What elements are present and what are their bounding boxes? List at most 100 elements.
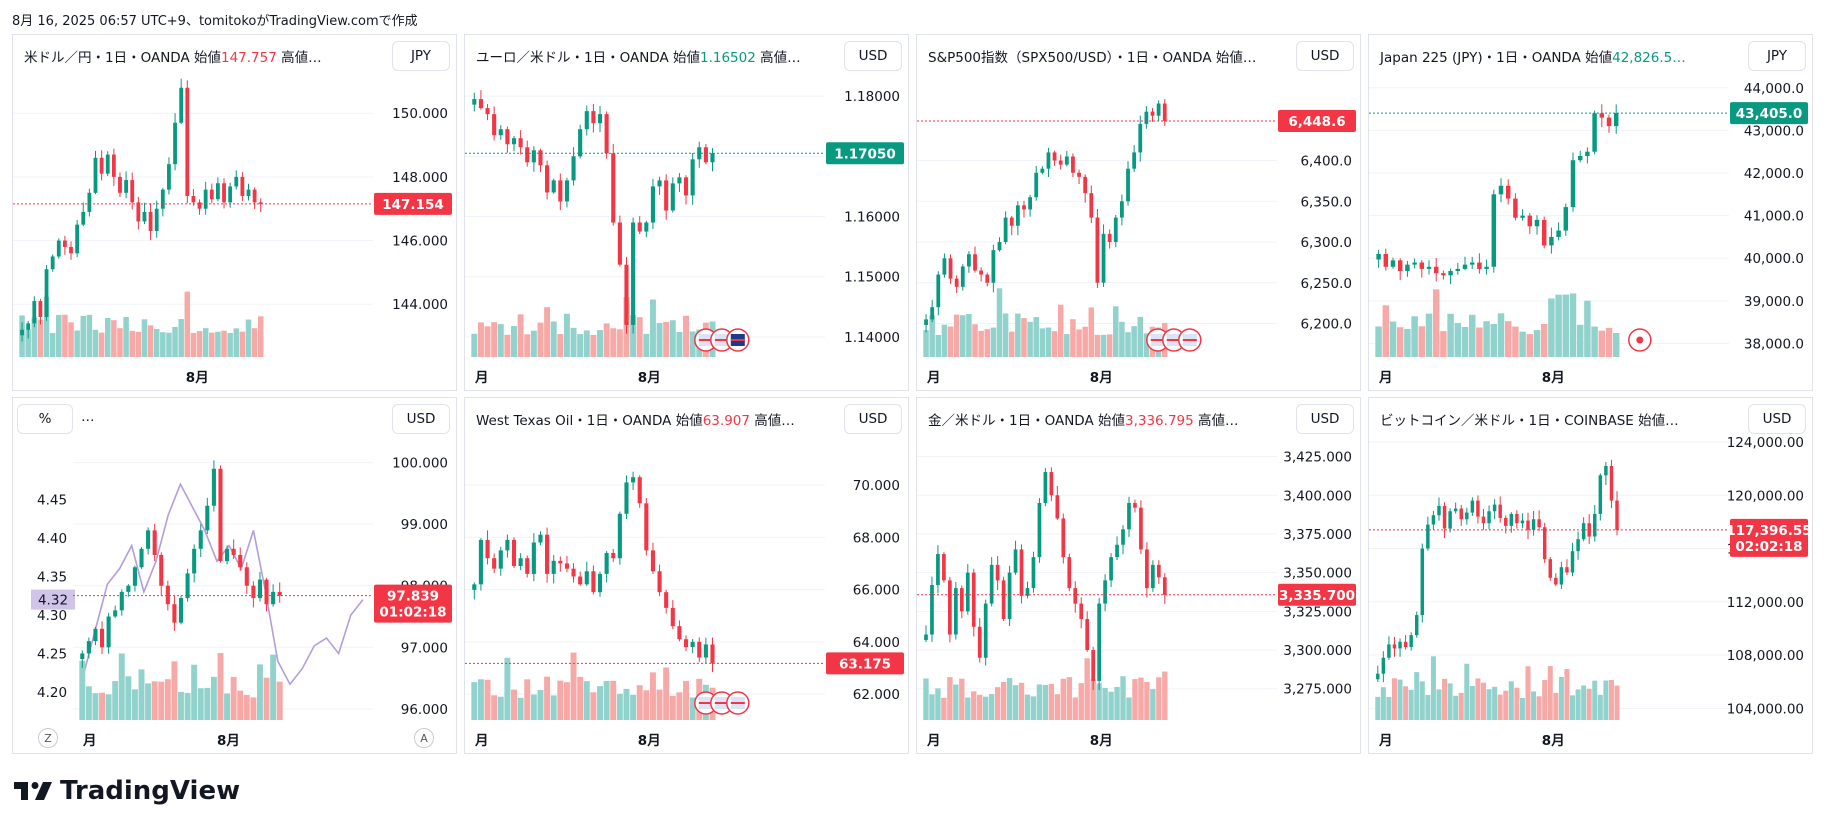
symbol-header[interactable]: 米ドル／円・1日・OANDA 始値147.757 高値… bbox=[24, 46, 322, 66]
last-price-tag bbox=[1730, 518, 1808, 557]
chart-panel-wti[interactable]: 70.000 68.000 66.000 64.000 62.000 63.175 月 8月 W… bbox=[464, 397, 909, 754]
currency-button[interactable]: JPY bbox=[392, 41, 450, 71]
us-flag-event-icon[interactable] bbox=[1178, 328, 1202, 352]
candle-body bbox=[584, 571, 589, 585]
candle-body bbox=[478, 539, 483, 585]
candle-body bbox=[960, 266, 965, 287]
us-flag-event-icon[interactable] bbox=[694, 691, 718, 715]
volume-bar bbox=[610, 328, 617, 357]
chart-canvas[interactable]: 100.00099.00098.00097.00096.0004.454.404… bbox=[13, 398, 457, 754]
volume-bar bbox=[1564, 668, 1570, 720]
eu-flag-event-icon[interactable] bbox=[726, 328, 750, 352]
volume-bar bbox=[1066, 677, 1072, 720]
chart-canvas[interactable]: 70.000 68.000 66.000 64.000 62.000 63.175 月 8月 bbox=[465, 398, 909, 754]
x-tick-label: 8月 bbox=[217, 733, 240, 749]
volume-bar bbox=[683, 315, 690, 357]
currency-button[interactable]: USD bbox=[1296, 41, 1354, 71]
chart-panel-btcusd[interactable]: 124,000.00120,000.00116,000.00112,000.00… bbox=[1368, 397, 1813, 754]
chart-canvas[interactable]: 44,000.0 43,000.0 42,000.0 41,000.0 40,000.0… bbox=[1369, 35, 1813, 391]
chart-canvas[interactable]: 150.000 148.000 146.000 144.000 147.154 8月 bbox=[13, 35, 457, 391]
volume-bar bbox=[1015, 313, 1021, 357]
candle-body bbox=[1563, 207, 1569, 231]
us-flag-event-icon[interactable] bbox=[710, 691, 734, 715]
candle-body bbox=[126, 585, 131, 592]
volume-bar bbox=[1382, 305, 1390, 357]
candle-body bbox=[511, 138, 517, 145]
currency-button[interactable]: USD bbox=[844, 404, 902, 434]
candle-body bbox=[924, 319, 928, 325]
chart-panel-yields[interactable]: 100.00099.00098.00097.00096.0004.454.404… bbox=[12, 397, 457, 754]
symbol-header[interactable]: … bbox=[81, 409, 95, 425]
candle-body bbox=[538, 150, 543, 166]
volume-bar bbox=[178, 691, 184, 720]
candle-body bbox=[1442, 505, 1447, 529]
candle-body bbox=[650, 550, 655, 572]
candle-body bbox=[1526, 520, 1530, 530]
volume-bar bbox=[112, 681, 119, 720]
volume-bar bbox=[1453, 695, 1459, 720]
candle-body bbox=[106, 616, 111, 648]
candle-body bbox=[1022, 205, 1026, 210]
volume-bar bbox=[1404, 328, 1411, 357]
volume-bar bbox=[118, 653, 125, 720]
candle-body bbox=[611, 153, 616, 223]
us-flag-event-icon[interactable] bbox=[726, 691, 750, 715]
volume-bar bbox=[953, 684, 959, 720]
candle-body bbox=[1083, 176, 1088, 194]
chart-panel-usdjpy[interactable]: 150.000 148.000 146.000 144.000 147.154 8月 米ドル… bbox=[12, 34, 457, 391]
currency-button[interactable]: USD bbox=[844, 41, 902, 71]
volume-bar bbox=[947, 326, 954, 357]
currency-button[interactable]: USD bbox=[1296, 404, 1354, 434]
candle-body bbox=[178, 598, 184, 623]
chart-canvas[interactable]: 1.180001.170001.160001.150001.140001.170… bbox=[465, 35, 909, 391]
candle-body bbox=[1505, 185, 1511, 199]
chart-panel-gold[interactable]: 3,425.000 3,400.000 3,375.000 3,350.000 3,32… bbox=[916, 397, 1361, 754]
candle-body bbox=[80, 653, 85, 659]
symbol-title: ビットコイン／米ドル・1日・COINBASE 始値… bbox=[1380, 413, 1679, 429]
candle-body bbox=[492, 114, 497, 136]
volume-bar bbox=[1119, 321, 1125, 357]
chart-canvas[interactable]: 3,425.000 3,400.000 3,375.000 3,350.000 3,32… bbox=[917, 398, 1361, 754]
volume-bar bbox=[1403, 686, 1409, 720]
x-tick-label: 月 bbox=[926, 733, 941, 749]
candle-body bbox=[617, 513, 622, 559]
candle-body bbox=[1609, 465, 1614, 501]
volume-bar bbox=[1461, 326, 1469, 357]
chart-canvas[interactable]: 124,000.00120,000.00116,000.00112,000.00… bbox=[1369, 398, 1813, 754]
us-flag-event-icon[interactable] bbox=[694, 328, 718, 352]
currency-button[interactable]: USD bbox=[392, 404, 450, 434]
candle-body bbox=[525, 558, 530, 574]
record-dot-icon[interactable] bbox=[1628, 328, 1652, 352]
chart-canvas[interactable]: 6,400.0 6,350.0 6,300.0 6,250.0 6,200.0 6,448… bbox=[917, 35, 1361, 391]
volume-bar bbox=[1100, 334, 1107, 357]
chart-panel-spx500[interactable]: 6,400.0 6,350.0 6,300.0 6,250.0 6,200.0 6,448… bbox=[916, 34, 1361, 391]
symbol-header[interactable]: Japan 225 (JPY)・1日・OANDA 始値42,826.5… bbox=[1380, 46, 1686, 66]
auto-scale-button[interactable]: A bbox=[414, 728, 434, 748]
zoom-reset-button[interactable]: Z bbox=[38, 728, 58, 748]
symbol-header[interactable]: 金／米ドル・1日・OANDA 始値3,336.795 高値… bbox=[928, 409, 1239, 429]
us-flag-event-icon[interactable] bbox=[1146, 328, 1170, 352]
candle-body bbox=[677, 626, 682, 640]
volume-bar bbox=[689, 697, 696, 720]
volume-bar bbox=[104, 317, 111, 357]
percent-scale-button[interactable]: % bbox=[17, 404, 73, 434]
chart-panel-jp225[interactable]: 44,000.0 43,000.0 42,000.0 41,000.0 40,000.0… bbox=[1368, 34, 1813, 391]
tradingview-logo[interactable]: TradingView bbox=[14, 776, 240, 806]
last-price-text: 1.17050 bbox=[834, 146, 896, 162]
volume-bar bbox=[1033, 317, 1039, 357]
x-tick-label: 8月 bbox=[1542, 733, 1565, 749]
symbol-header[interactable]: ビットコイン／米ドル・1日・COINBASE 始値… bbox=[1380, 409, 1679, 429]
volume-bar bbox=[245, 319, 252, 357]
volume-bar bbox=[147, 325, 154, 357]
candle-body bbox=[967, 254, 971, 267]
candle-body bbox=[1504, 517, 1508, 526]
symbol-header[interactable]: West Texas Oil・1日・OANDA 始値63.907 高値… bbox=[476, 409, 795, 429]
chart-panel-eurusd[interactable]: 1.180001.170001.160001.150001.140001.170… bbox=[464, 34, 909, 391]
currency-button[interactable]: JPY bbox=[1748, 41, 1806, 71]
candle-body bbox=[989, 564, 994, 604]
candle-body bbox=[1585, 151, 1590, 156]
currency-button[interactable]: USD bbox=[1748, 404, 1806, 434]
symbol-header[interactable]: ユーロ／米ドル・1日・OANDA 始値1.16502 高値… bbox=[476, 46, 801, 66]
symbol-header[interactable]: S&P500指数（SPX500/USD）・1日・OANDA 始値… bbox=[928, 46, 1256, 66]
candle-body bbox=[1376, 253, 1381, 260]
